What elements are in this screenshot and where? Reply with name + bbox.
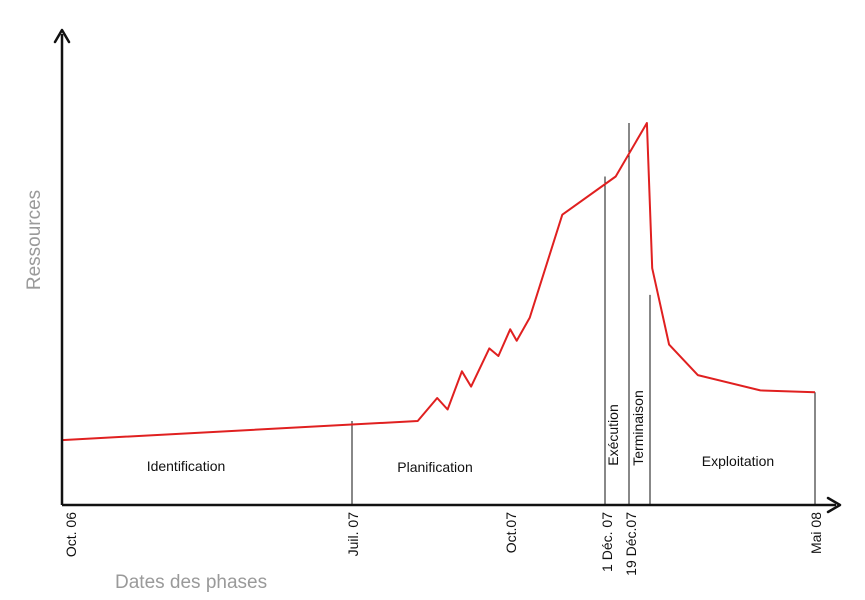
phase-label: Exécution <box>605 404 621 465</box>
y-axis-title: Ressources <box>24 190 45 290</box>
chart-series <box>61 122 816 442</box>
phase-label: Planification <box>397 459 473 475</box>
x-tick-label: 19 Déc.07 <box>623 512 639 576</box>
x-tick-label: Oct.07 <box>503 512 519 553</box>
phase-label: Identification <box>147 458 226 474</box>
phase-label: Terminaison <box>630 390 646 465</box>
x-tick-label: Oct. 06 <box>63 512 79 557</box>
x-tick-label: Juil. 07 <box>345 512 361 557</box>
x-axis-arrow-icon <box>826 496 842 514</box>
x-axis-title: Dates des phases <box>115 572 267 593</box>
chart-lines <box>351 123 816 505</box>
phase-label: Exploitation <box>702 453 774 469</box>
x-tick-label: 1 Déc. 07 <box>599 512 615 572</box>
x-tick-label: Mai 08 <box>808 512 824 554</box>
chart-text: Ressources Dates des phases Oct. 06 Juil. 0… <box>24 190 824 593</box>
y-axis-arrow-icon <box>53 28 71 44</box>
resources-series-line <box>61 122 816 442</box>
chart-axes <box>53 28 842 514</box>
